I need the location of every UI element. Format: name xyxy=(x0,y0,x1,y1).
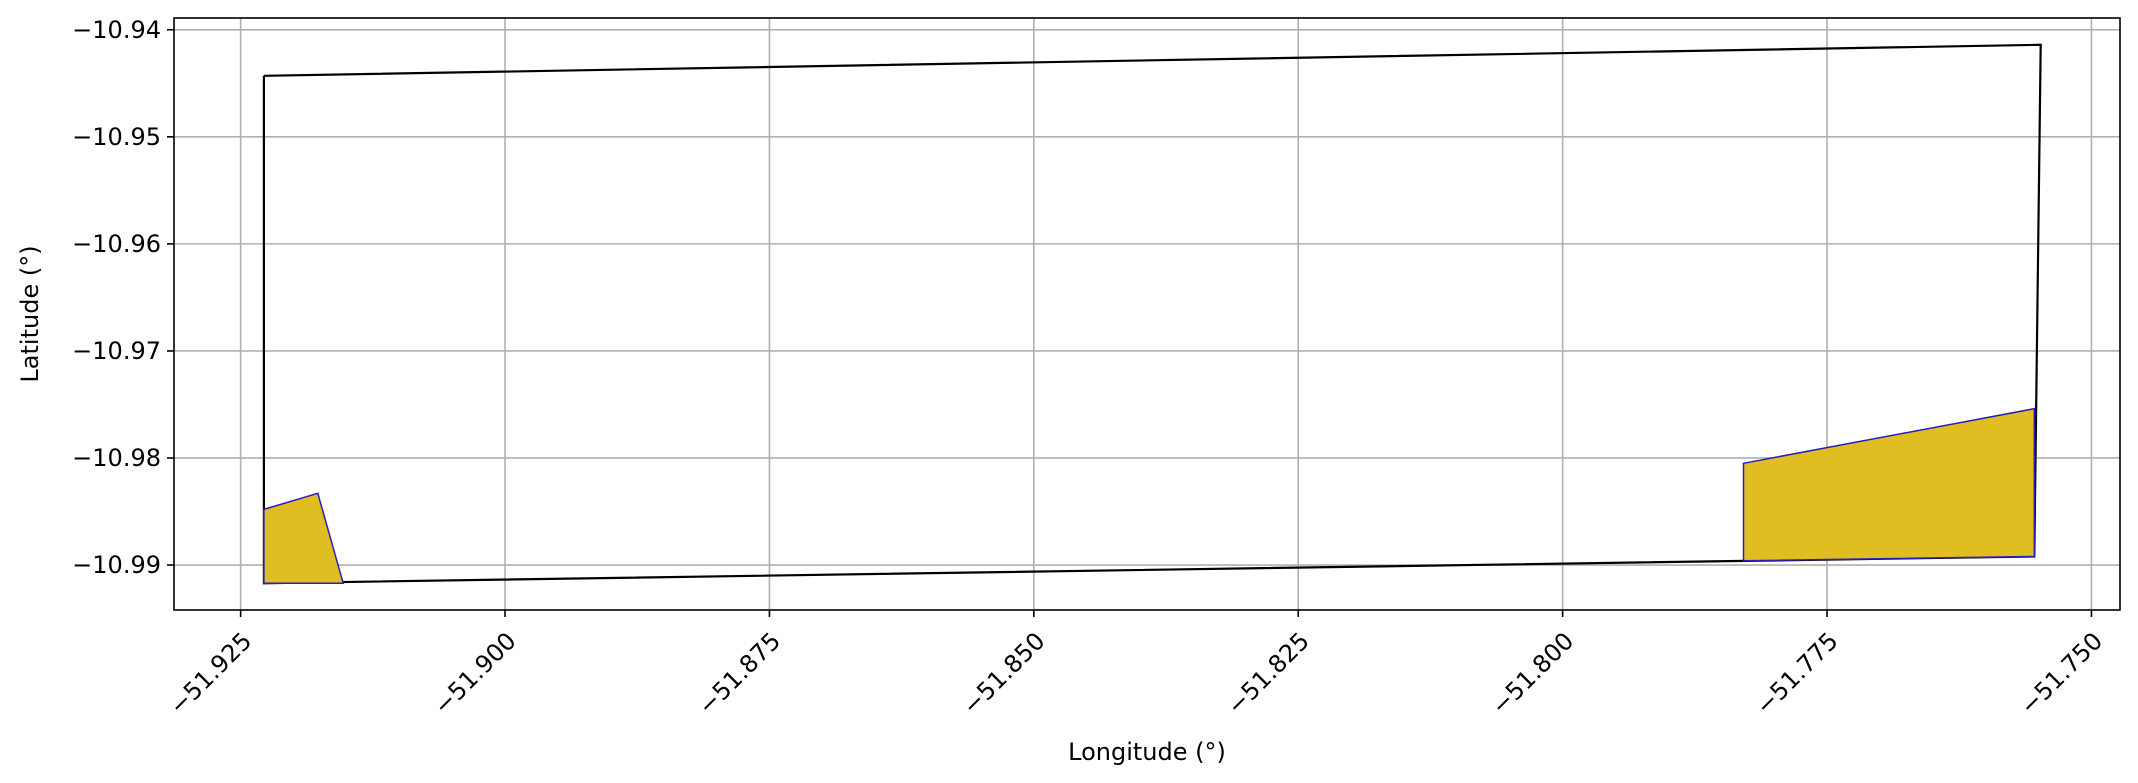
y-tick-label: −10.99 xyxy=(72,551,161,579)
x-axis-label: Longitude (°) xyxy=(1068,738,1226,766)
x-tick-label: −51.775 xyxy=(1750,627,1843,720)
x-tick-label: −51.850 xyxy=(957,627,1050,720)
x-tick-label: −51.925 xyxy=(164,627,257,720)
y-tick-label: −10.97 xyxy=(72,337,161,365)
filled-region xyxy=(263,492,345,584)
plot-series xyxy=(262,43,2042,585)
y-tick-label: −10.94 xyxy=(72,16,161,44)
x-tick-label: −51.825 xyxy=(1222,627,1315,720)
y-tick-label: −10.95 xyxy=(72,123,161,151)
axes-frame xyxy=(173,17,2121,611)
filled-region xyxy=(1742,407,2036,562)
x-tick-label: −51.750 xyxy=(2015,627,2108,720)
axis-ticks: −51.925 −51.900 −51.875 −51.850 −51.825 −51.8… xyxy=(72,16,2108,721)
y-axis-label: Latitude (°) xyxy=(16,245,44,382)
x-tick-label: −51.875 xyxy=(693,627,786,720)
y-tick-label: −10.96 xyxy=(72,230,161,258)
x-tick-label: −51.900 xyxy=(428,627,521,720)
x-tick-label: −51.800 xyxy=(1486,627,1579,720)
y-tick-label: −10.98 xyxy=(72,444,161,472)
